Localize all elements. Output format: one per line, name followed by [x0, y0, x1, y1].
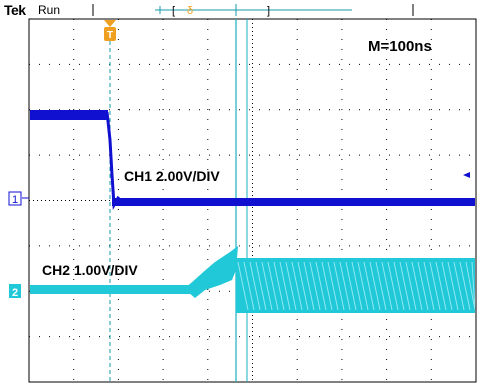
ch2-ringing-trace	[315, 261, 327, 311]
trigger-level-icon[interactable]	[463, 172, 470, 178]
ch2-ringing-trace	[309, 261, 321, 311]
ch2-ringing-trace	[249, 261, 261, 311]
ch2-ringing-trace	[417, 261, 429, 311]
ch1-ground-marker[interactable]: 1	[8, 191, 29, 206]
ch2-ringing-trace	[429, 261, 441, 311]
trigger-marker-label: T	[107, 30, 113, 41]
ch2-ringing-trace	[363, 261, 375, 311]
ch2-ringing-trace	[411, 261, 423, 311]
ch1-scale-readout: CH1 2.00V/DIV	[124, 168, 220, 184]
ch2-ground-marker[interactable]: 2	[9, 284, 21, 299]
ch2-waveform	[30, 246, 476, 313]
ch2-ringing-trace	[339, 261, 351, 311]
svg-text:]: ]	[267, 5, 270, 17]
ch2-ringing-trace	[471, 261, 476, 311]
ch2-ringing-trace	[291, 261, 303, 311]
svg-text:[: [	[172, 5, 175, 17]
ch2-ringing-trace	[255, 261, 267, 311]
trigger-marker[interactable]: T	[104, 20, 116, 41]
record-length-bar: [ δ ]	[92, 4, 414, 17]
svg-text:2: 2	[12, 287, 18, 299]
ch2-scale-readout: CH2 1.00V/DIV	[42, 262, 138, 278]
ch2-ringing-trace	[459, 261, 471, 311]
ch2-ringing-trace	[405, 261, 417, 311]
ch2-ringing-trace	[393, 261, 405, 311]
svg-text:1: 1	[12, 194, 18, 206]
brand-logo: Tek	[4, 2, 26, 18]
ch2-ringing-trace	[345, 261, 357, 311]
ch2-ringing-trace	[447, 261, 459, 311]
ch2-ringing-trace	[381, 261, 393, 311]
timebase-readout: M=100ns	[368, 38, 432, 55]
ch2-ringing-trace	[321, 261, 333, 311]
ch2-ringing-trace	[465, 261, 476, 311]
status-bar: Tek Run	[0, 0, 477, 20]
acquisition-state: Run	[38, 3, 61, 17]
ch2-ringing-trace	[357, 261, 369, 311]
ch2-ringing-trace	[441, 261, 453, 311]
ch2-ringing-trace	[273, 261, 285, 311]
svg-text:δ: δ	[187, 5, 193, 17]
ch2-ringing-trace	[327, 261, 339, 311]
ch2-ringing-trace	[267, 261, 279, 311]
ch2-ringing-trace	[351, 261, 363, 311]
ch2-ringing-trace	[243, 261, 255, 311]
ch2-ringing-trace	[285, 261, 297, 311]
ch2-ringing-trace	[369, 261, 381, 311]
ch2-ringing-trace	[297, 261, 309, 311]
ch2-ringing-trace	[237, 261, 249, 311]
ch2-ringing-trace	[387, 261, 399, 311]
ch2-ringing-trace	[453, 261, 465, 311]
ch2-ringing-trace	[303, 261, 315, 311]
ch2-ringing-trace	[279, 261, 291, 311]
ch2-ringing-trace	[261, 261, 273, 311]
ch1-waveform	[30, 110, 475, 211]
ch2-ringing-trace	[435, 261, 447, 311]
ch2-ringing-trace	[333, 261, 345, 311]
ch2-ringing-trace	[399, 261, 411, 311]
ch2-ringing-trace	[423, 261, 435, 311]
ch2-ringing-trace	[375, 261, 387, 311]
